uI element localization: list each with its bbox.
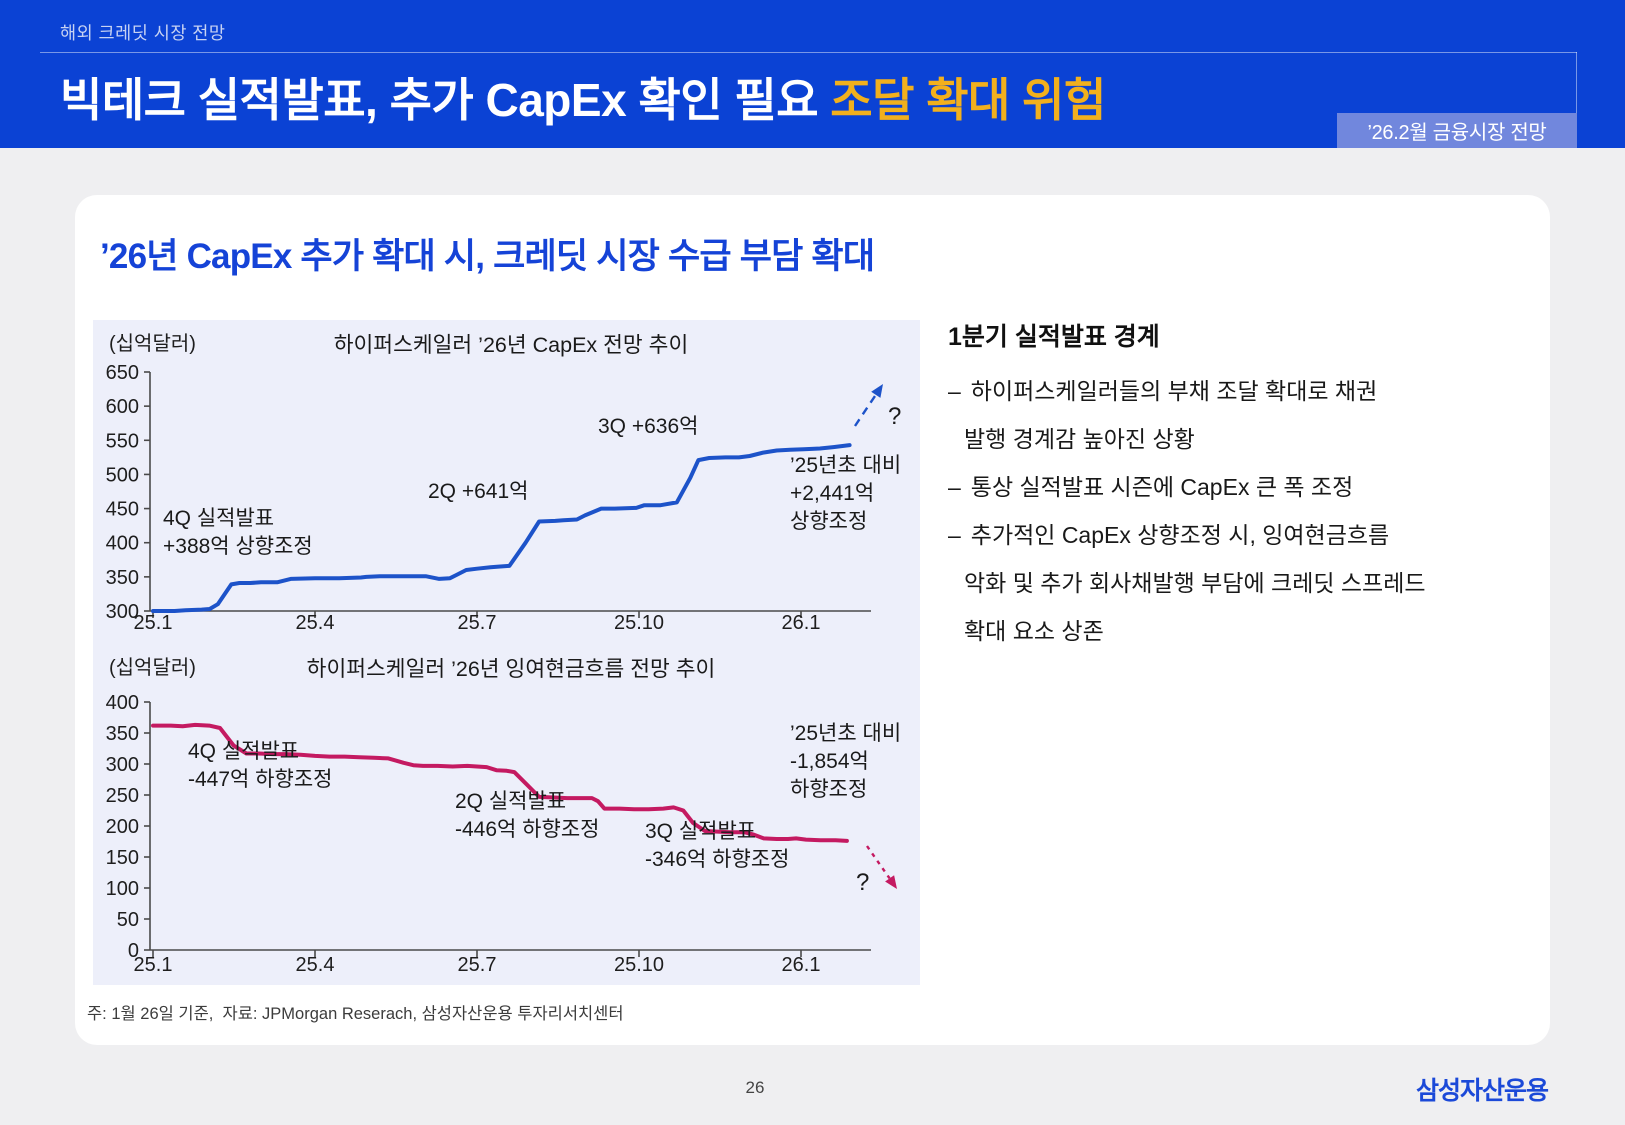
series-line [151, 722, 849, 843]
bullet-dash: – [948, 378, 961, 404]
header-divider-vertical [1576, 52, 1577, 114]
report-badge: ’26.2월 금융시장 전망 [1337, 113, 1577, 148]
content-card: ’26년 CapEx 추가 확대 시, 크레딧 시장 수급 부담 확대 (십억달… [75, 195, 1550, 1045]
projection-arrowhead [885, 875, 897, 889]
axis-unit-label: (십억달러) [109, 656, 196, 679]
chart-panel: (십억달러) 하이퍼스케일러 ’26년 CapEx 전망 추이 650 600 550 5… [93, 320, 920, 985]
page-number: 26 [745, 1078, 765, 1097]
card-title: ’26년 CapEx 추가 확대 시, 크레딧 시장 수급 부담 확대 [100, 237, 875, 276]
y-tick-label: 150 [106, 847, 139, 869]
y-tick-label: 650 [106, 362, 139, 384]
commentary-panel: 1분기 실적발표 경계 – 하이퍼스케일러들의 부채 조달 확대로 채권 발행 경… [948, 317, 1548, 655]
chart-title: 하이퍼스케일러 ’26년 CapEx 전망 추이 [334, 333, 688, 357]
y-tick-label: 300 [106, 601, 139, 623]
axis-unit-label: (십억달러) [109, 332, 196, 355]
bullet-text: 추가적인 CapEx 상향조정 시, 잉여현금흐름 [970, 522, 1390, 548]
y-tick-label: 100 [106, 878, 139, 900]
x-tick-label: 26.1 [782, 612, 821, 634]
bullet-line: – 추가적인 CapEx 상향조정 시, 잉여현금흐름 [948, 511, 1548, 559]
y-tick-label: 550 [106, 430, 139, 452]
y-tick-label: 600 [106, 396, 139, 418]
company-logo: 삼성자산운용 [1416, 1077, 1549, 1105]
x-tick-label: 25.4 [296, 954, 335, 976]
capex-forecast-chart: (십억달러) 하이퍼스케일러 ’26년 CapEx 전망 추이 650 600 550 5… [106, 332, 902, 634]
x-tick-label: 26.1 [782, 954, 821, 976]
y-tick-label: 350 [106, 567, 139, 589]
y-tick-label: 300 [106, 754, 139, 776]
header-eyebrow: 해외 크레딧 시장 전망 [60, 23, 226, 43]
x-tick-label: 25.7 [458, 612, 497, 634]
y-tick-label: 200 [106, 816, 139, 838]
bullet-line: 악화 및 추가 회사채발행 부담에 크레딧 스프레드 [964, 570, 1426, 596]
y-tick-label: 0 [128, 940, 139, 962]
commentary-bullets: – 하이퍼스케일러들의 부채 조달 확대로 채권 발행 경계감 높아진 상황 – 통… [948, 367, 1548, 655]
chart-annotation: 3Q +636억 [598, 415, 698, 438]
bullet-dash: – [948, 474, 961, 500]
projection-arrow [866, 845, 891, 880]
header-bar: 해외 크레딧 시장 전망 빅테크 실적발표, 추가 CapEx 확인 필요 조달… [0, 0, 1625, 148]
bullet-line: 확대 요소 상존 [964, 618, 1104, 644]
x-tick-label: 25.10 [614, 954, 664, 976]
header-divider [40, 52, 1577, 53]
y-tick-label: 250 [106, 785, 139, 807]
x-tick-label: 25.4 [296, 612, 335, 634]
page-title: 빅테크 실적발표, 추가 CapEx 확인 필요 조달 확대 위험 [60, 64, 1106, 130]
x-tick-label: 25.10 [614, 612, 664, 634]
chart-annotation: ? [856, 869, 869, 896]
x-tick-label: 25.1 [134, 612, 173, 634]
x-tick-label: 25.7 [458, 954, 497, 976]
y-tick-label: 350 [106, 723, 139, 745]
fcf-forecast-chart: (십억달러) 하이퍼스케일러 ’26년 잉여현금흐름 전망 추이 400 350 300… [106, 656, 902, 976]
y-tick-label: 450 [106, 499, 139, 521]
chart-title: 하이퍼스케일러 ’26년 잉여현금흐름 전망 추이 [307, 657, 716, 681]
y-tick-label: 400 [106, 692, 139, 714]
chart-annotation: 4Q 실적발표 +388억 상향조정 [163, 507, 313, 558]
y-tick-label: 400 [106, 533, 139, 555]
bullet-text: 통상 실적발표 시즌에 CapEx 큰 폭 조정 [970, 474, 1354, 500]
x-tick-label: 25.1 [134, 954, 173, 976]
bullet-line: 발행 경계감 높아진 상황 [964, 426, 1195, 452]
chart-annotation: ’25년초 대비 -1,854억 하향조정 [790, 722, 901, 801]
commentary-heading: 1분기 실적발표 경계 [948, 323, 1160, 351]
chart-annotation: 3Q 실적발표 -346억 하향조정 [645, 820, 789, 871]
bullet-line: – 통상 실적발표 시즌에 CapEx 큰 폭 조정 [948, 463, 1548, 511]
chart-annotation: 2Q 실적발표 -446억 하향조정 [455, 790, 599, 841]
page-title-main: 빅테크 실적발표, 추가 CapEx 확인 필요 [60, 74, 831, 126]
source-note: 주: 1월 26일 기준, 자료: JPMorgan Reserach, 삼성자… [87, 1005, 624, 1023]
chart-annotation: ’25년초 대비 +2,441억 상향조정 [790, 454, 901, 533]
page-title-highlight: 조달 확대 위험 [830, 74, 1106, 126]
chart-annotation: 4Q 실적발표 -447억 하향조정 [188, 740, 332, 791]
series-line [151, 443, 852, 613]
projection-arrowhead [871, 384, 883, 398]
y-tick-label: 50 [117, 909, 139, 931]
chart-annotation: ? [888, 403, 901, 430]
chart-annotation: 2Q +641억 [428, 480, 528, 503]
bullet-dash: – [948, 522, 961, 548]
y-tick-label: 500 [106, 464, 139, 486]
bullet-text: 하이퍼스케일러들의 부채 조달 확대로 채권 [970, 378, 1378, 404]
projection-arrow [854, 394, 877, 427]
bullet-line: – 하이퍼스케일러들의 부채 조달 확대로 채권 [948, 367, 1548, 415]
